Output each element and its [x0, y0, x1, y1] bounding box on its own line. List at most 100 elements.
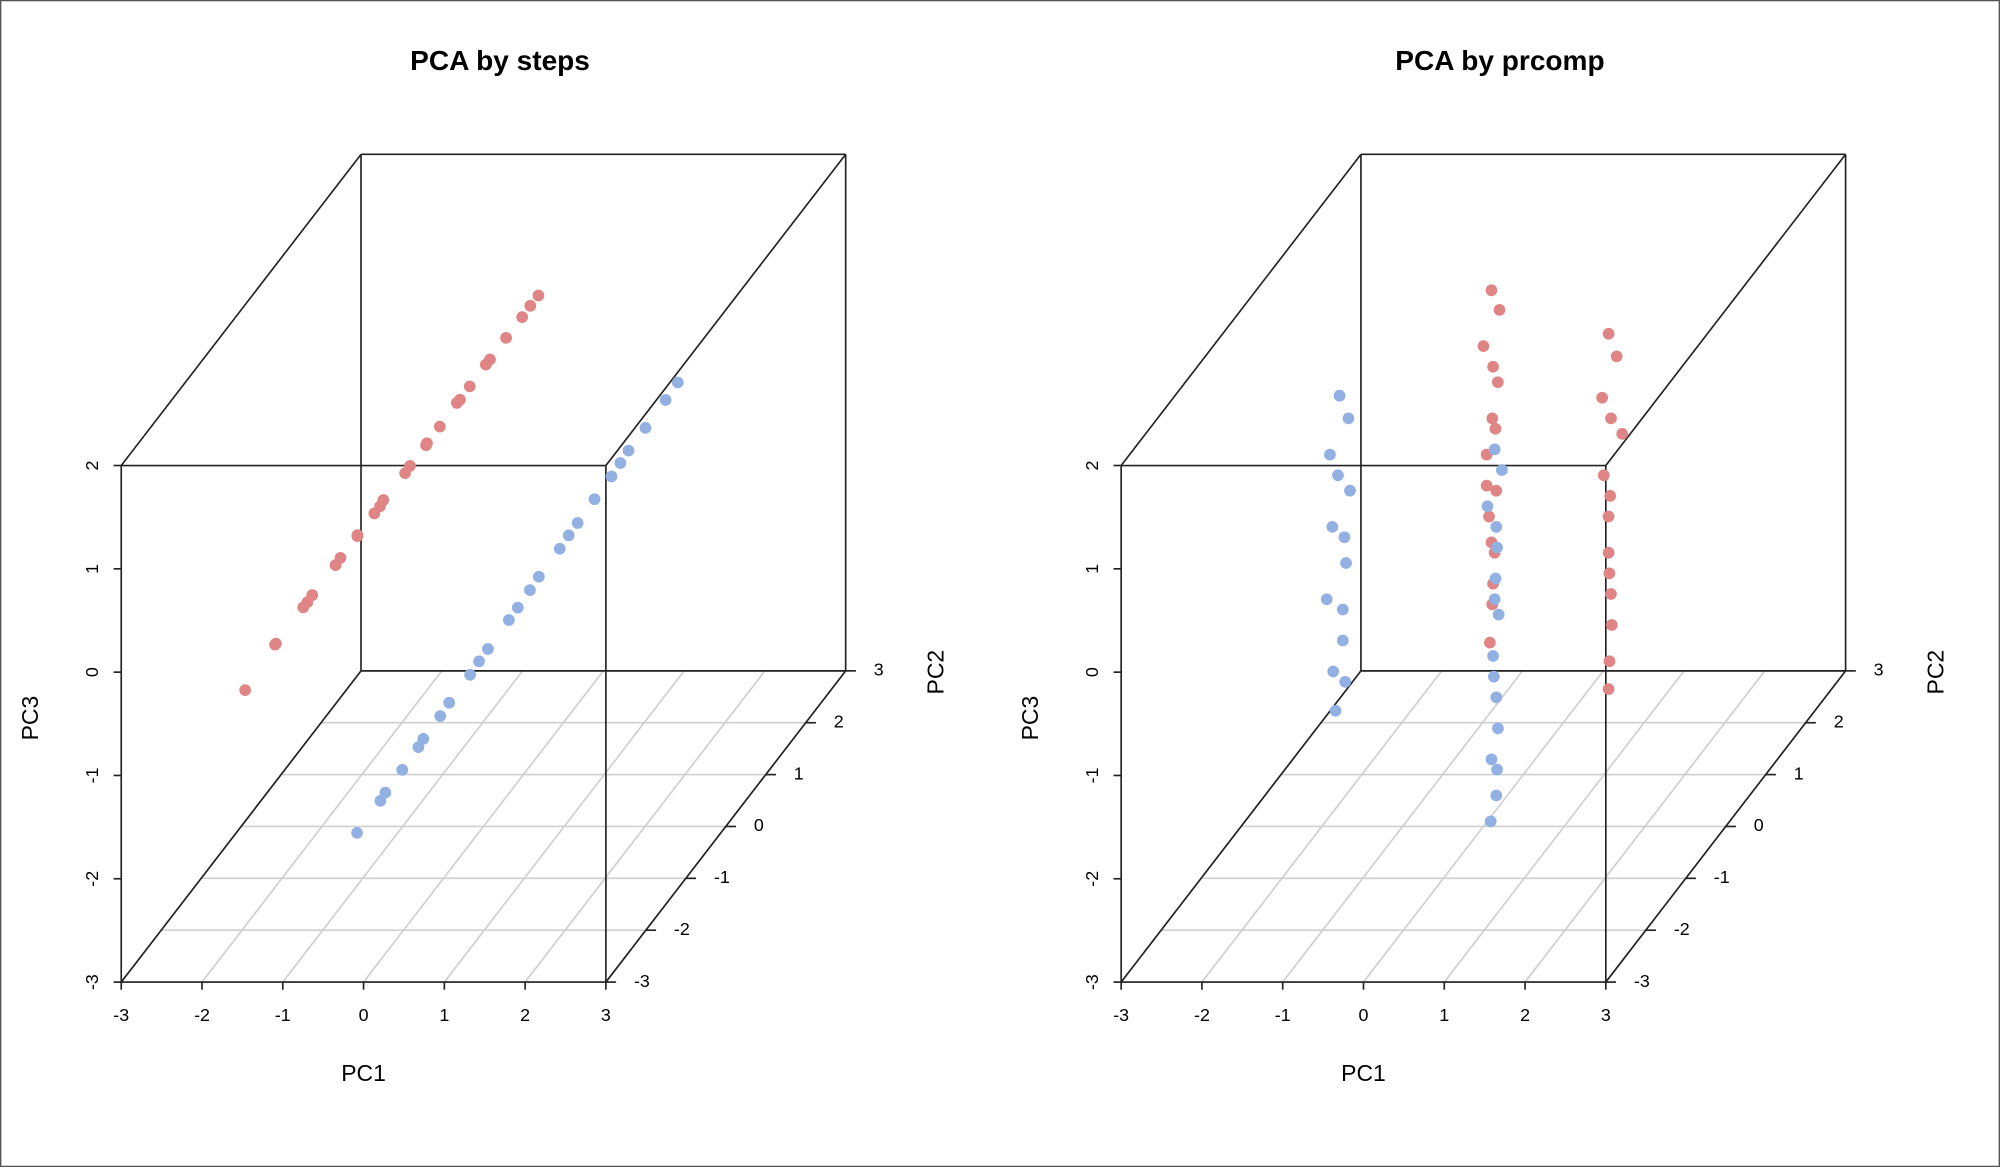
point [1324, 448, 1336, 461]
box-edge [1120, 670, 1362, 983]
point [605, 470, 618, 483]
point [433, 420, 446, 433]
point [1610, 350, 1623, 363]
point [351, 529, 364, 542]
chart-title: PCA by steps [410, 45, 590, 76]
point [1492, 722, 1504, 735]
point [1491, 763, 1503, 776]
point [1488, 443, 1501, 456]
y-axis-label: PC2 [1922, 650, 1948, 695]
point [1344, 484, 1356, 497]
point [1602, 510, 1615, 523]
x-tick-label: -3 [1113, 1005, 1129, 1025]
point [334, 551, 347, 564]
point [1603, 567, 1616, 580]
point [379, 786, 392, 799]
point [1342, 412, 1355, 425]
point [1604, 490, 1617, 502]
point [239, 684, 252, 696]
point [443, 696, 456, 709]
y-tick-label: 0 [754, 815, 764, 835]
x-tick-label: 1 [439, 1005, 449, 1025]
chart-title: PCA by prcomp [1395, 45, 1604, 76]
point [1490, 521, 1503, 533]
point [532, 289, 545, 302]
point [421, 437, 433, 450]
point [503, 614, 515, 626]
box-edge [120, 153, 362, 467]
z-tick-label: -3 [82, 974, 102, 990]
x-tick-label: 2 [520, 1005, 530, 1025]
point [450, 397, 463, 409]
y-tick-label: -1 [1714, 867, 1730, 887]
x-tick-label: 3 [1601, 1005, 1611, 1025]
point [1489, 572, 1502, 585]
z-tick-label: -2 [82, 871, 102, 887]
point [1487, 360, 1499, 373]
point [1320, 593, 1333, 606]
point [1485, 753, 1498, 766]
y-tick-label: -2 [1674, 919, 1690, 939]
z-tick-label: 1 [1082, 564, 1102, 574]
point [1485, 284, 1498, 297]
point [1336, 634, 1349, 647]
x-tick-label: 3 [601, 1005, 611, 1025]
z-tick-label: -1 [1082, 767, 1102, 783]
point [1477, 340, 1490, 352]
x-tick-label: 1 [1439, 1005, 1449, 1025]
point [1602, 683, 1615, 695]
point [659, 394, 672, 406]
point [1496, 464, 1508, 476]
z-tick-label: 0 [1082, 667, 1102, 677]
point [1492, 608, 1505, 621]
x-tick-label: 0 [359, 1005, 369, 1025]
y-axis-label: PC2 [923, 650, 949, 695]
z-axis-label: PC3 [17, 696, 43, 741]
point [434, 710, 447, 723]
point [463, 380, 476, 393]
x-axis-label: PC1 [341, 1060, 386, 1086]
z-tick-label: 0 [82, 667, 102, 677]
point [1605, 619, 1618, 631]
point [1490, 789, 1503, 802]
y-tick-label: 1 [794, 763, 804, 783]
point [1605, 412, 1617, 425]
point [1484, 815, 1497, 828]
point [516, 311, 529, 324]
point [1603, 655, 1616, 668]
point [1493, 304, 1506, 316]
y-tick-label: 1 [1794, 763, 1804, 783]
y-tick-label: -2 [674, 919, 690, 939]
box-edge [1605, 153, 1847, 467]
x-tick-label: -1 [1275, 1005, 1291, 1025]
point [511, 601, 524, 614]
x-tick-label: 2 [1520, 1005, 1530, 1025]
point [1483, 510, 1495, 523]
point [1484, 636, 1496, 649]
point [1329, 704, 1342, 717]
point [464, 668, 476, 681]
point [588, 493, 601, 506]
point [1340, 557, 1352, 569]
y-tick-label: -3 [634, 971, 650, 991]
point [270, 637, 282, 650]
point [1597, 469, 1610, 482]
point [1488, 593, 1501, 606]
x-tick-label: -2 [1194, 1005, 1210, 1025]
point [1480, 479, 1493, 492]
y-tick-label: 3 [1874, 660, 1884, 680]
point [1339, 675, 1352, 688]
box-edge [1120, 153, 1362, 467]
point [1338, 531, 1351, 544]
point [562, 529, 575, 542]
y-tick-label: 0 [1754, 815, 1764, 835]
point [396, 763, 409, 776]
y-tick-label: -3 [1634, 971, 1650, 991]
point [473, 655, 485, 668]
z-tick-label: 1 [82, 564, 102, 574]
point [1491, 376, 1504, 389]
box-edge [120, 670, 362, 983]
z-tick-label: -2 [1082, 871, 1102, 887]
